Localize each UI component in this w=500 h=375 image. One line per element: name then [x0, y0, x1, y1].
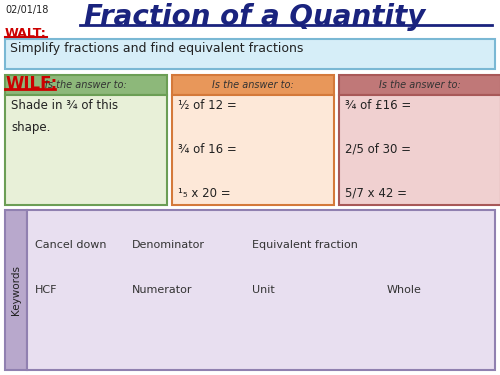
Text: Keywords: Keywords	[11, 265, 21, 315]
FancyBboxPatch shape	[5, 39, 495, 69]
Text: ½ of 12 =

¾ of 16 =

¹₅ x 20 =: ½ of 12 = ¾ of 16 = ¹₅ x 20 =	[178, 99, 237, 200]
Text: Shade in ¾ of this
shape.: Shade in ¾ of this shape.	[11, 99, 118, 134]
FancyBboxPatch shape	[339, 95, 500, 205]
FancyBboxPatch shape	[339, 75, 500, 95]
Text: Simplify fractions and find equivalent fractions: Simplify fractions and find equivalent f…	[10, 42, 304, 55]
Text: WILF:: WILF:	[5, 75, 57, 93]
Text: Numerator: Numerator	[132, 285, 192, 295]
FancyBboxPatch shape	[5, 75, 167, 95]
Text: WALT:: WALT:	[5, 27, 47, 40]
Text: 02/01/18: 02/01/18	[5, 5, 49, 15]
Text: Unit: Unit	[252, 285, 275, 295]
FancyBboxPatch shape	[27, 210, 495, 370]
Text: Is the answer to:: Is the answer to:	[212, 80, 294, 90]
Text: Cancel down: Cancel down	[35, 240, 106, 250]
Text: Equivalent fraction: Equivalent fraction	[252, 240, 358, 250]
FancyBboxPatch shape	[5, 95, 167, 205]
FancyBboxPatch shape	[5, 210, 27, 370]
Text: HCF: HCF	[35, 285, 58, 295]
Text: Is the answer to:: Is the answer to:	[45, 80, 127, 90]
Text: Denominator: Denominator	[132, 240, 205, 250]
FancyBboxPatch shape	[172, 75, 334, 95]
Text: ¾ of £16 =

2/5 of 30 =

5/7 x 42 =: ¾ of £16 = 2/5 of 30 = 5/7 x 42 =	[345, 99, 411, 200]
FancyBboxPatch shape	[172, 95, 334, 205]
Text: Is the answer to:: Is the answer to:	[379, 80, 461, 90]
Text: Fraction of a Quantity: Fraction of a Quantity	[84, 3, 425, 31]
Text: Whole: Whole	[387, 285, 422, 295]
